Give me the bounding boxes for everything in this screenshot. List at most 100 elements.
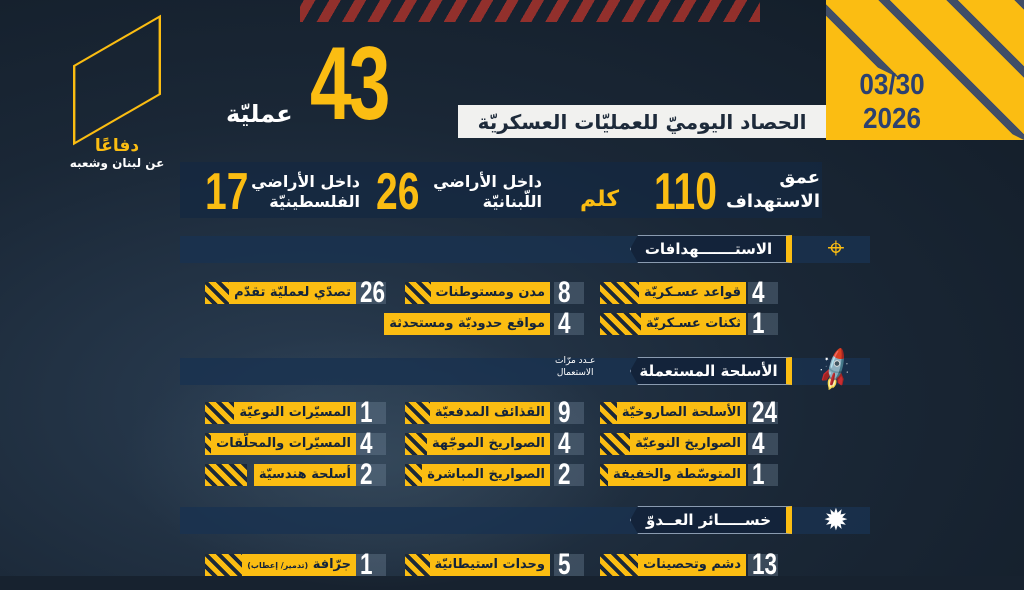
list-item: أسلحة هندسيّة [205,464,356,486]
item-label: ثكنات عسـكريّة [640,313,746,335]
list-item: مواقع حدوديّة ومستحدثة [384,313,550,335]
lebanese-label: داخل الأراضي اللّبنانيّة [433,172,542,211]
page-title: الحصاد اليوميّ للعمليّات العسكريّة [458,105,826,138]
logo-line2: عن لبنان وشعبه [69,156,165,170]
item-label: أسلحة هندسيّة [253,464,356,486]
item-value: 24 [752,396,778,429]
item-value: 26 [360,276,386,309]
number-backdrop [748,402,778,424]
item-label-text: المسيّرات النوعيّة [239,405,351,420]
item-value: 4 [558,427,571,460]
item-value: 1 [360,396,373,429]
targets-header: الاستـــــــهدافات [630,235,792,263]
depth-label: عمق الاستهداف [726,167,820,212]
list-item: مدن ومستوطنات [405,282,550,304]
list-item: القذائف المدفعيّة [405,402,550,424]
date-year: 2026 [862,103,922,135]
decorative-red-stripes [300,0,760,22]
number-backdrop [748,313,778,335]
item-label-text: أسلحة هندسيّة [258,467,351,482]
logo-calligraphy [73,14,161,146]
item-label: الصواريخ الموجّهة [426,433,550,455]
item-label: دشم وتحصينات [638,554,746,576]
item-label-text: مواقع حدوديّة ومستحدثة [389,316,545,331]
item-value: 5 [558,548,571,581]
item-label-text: القذائف المدفعيّة [434,405,545,420]
list-item: الصواريخ الموجّهة [405,433,550,455]
list-item: وحدات استيطانيّة [405,554,550,576]
item-label: مواقع حدوديّة ومستحدثة [384,313,550,335]
item-label-text: جرّافة [312,557,351,572]
hatch-decoration [205,464,247,486]
item-value: 13 [752,548,778,581]
item-label-text: مدن ومستوطنات [435,285,546,300]
number-backdrop [554,464,584,486]
usage-count-label: عـدد مرّات الاستعمال [555,356,596,378]
number-backdrop [356,282,386,304]
losses-header: خســـــائر العــدوّ [630,506,792,534]
crosshair-icon: ⌖ [827,231,845,266]
list-item: ثكنات عسـكريّة [600,313,746,335]
list-item: قواعد عسـكريّة [600,282,746,304]
item-label-text: الصواريخ الموجّهة [431,436,545,451]
item-label: وحدات استيطانيّة [429,554,550,576]
item-label: تصدّي لعمليّة تقدّم [229,282,356,304]
depth-value: 110 [654,163,717,221]
number-backdrop [748,464,778,486]
weapons-header: الأسلحة المستعملة [630,357,792,385]
operations-count: 43 [310,26,390,142]
item-label: جرّافة (تدمير/ إعطاب) [242,554,356,576]
lebanese-value: 26 [376,163,420,221]
item-value: 1 [360,548,373,581]
number-backdrop [554,282,584,304]
item-value: 2 [360,458,373,491]
number-backdrop [356,433,386,455]
number-backdrop [554,313,584,335]
list-item: الصواريخ النوعيّة [600,433,746,455]
item-label: قواعد عسـكريّة [639,282,746,304]
item-label: القذائف المدفعيّة [429,402,550,424]
item-label: المسيّرات النوعيّة [234,402,356,424]
item-label-text: الأسلحة الصاروخيّة [621,405,741,420]
list-item: تصدّي لعمليّة تقدّم [205,282,356,304]
item-value: 4 [752,427,765,460]
item-value: 4 [360,427,373,460]
palestinian-value: 17 [205,163,249,221]
item-note: (تدمير/ إعطاب) [247,561,309,570]
item-label: الصواريخ النوعيّة [630,433,746,455]
number-backdrop [748,282,778,304]
operations-label: عمليّة [226,100,293,128]
item-label: الصواريخ المباشرة [422,464,550,486]
number-backdrop [356,402,386,424]
logo-line1: دفاعًا [94,136,140,156]
date: 03/30 2026 [847,68,937,136]
list-item: الصواريخ المباشرة [405,464,550,486]
item-label: المسيّرات والمحلّقات [211,433,356,455]
list-item: جرّافة (تدمير/ إعطاب) [205,554,356,576]
item-value: 4 [558,307,571,340]
item-value: 8 [558,276,571,309]
number-backdrop [554,554,584,576]
item-label-text: المسيّرات والمحلّقات [216,436,351,451]
number-backdrop [748,433,778,455]
item-value: 1 [752,458,765,491]
item-label-text: الصواريخ المباشرة [427,467,545,482]
item-label-text: دشم وتحصينات [643,557,741,572]
list-item: المتوسّطة والخفيفة [600,464,746,486]
item-value: 2 [558,458,571,491]
item-label-text: وحدات استيطانيّة [434,557,545,572]
number-backdrop [748,554,778,576]
campaign-logo: دفاعًا عن لبنان وشعبه [52,14,182,180]
palestinian-label: داخل الأراضي الفلسطينيّة [251,172,360,211]
list-item: المسيّرات والمحلّقات [205,433,356,455]
item-label-text: الصواريخ النوعيّة [635,436,741,451]
number-backdrop [554,402,584,424]
number-backdrop [356,554,386,576]
hatch-decoration [600,313,642,335]
item-value: 1 [752,307,765,340]
item-label-text: قواعد عسـكريّة [644,285,741,300]
item-label: الأسلحة الصاروخيّة [616,402,746,424]
list-item: الأسلحة الصاروخيّة [600,402,746,424]
number-backdrop [356,464,386,486]
list-item: المسيّرات النوعيّة [205,402,356,424]
